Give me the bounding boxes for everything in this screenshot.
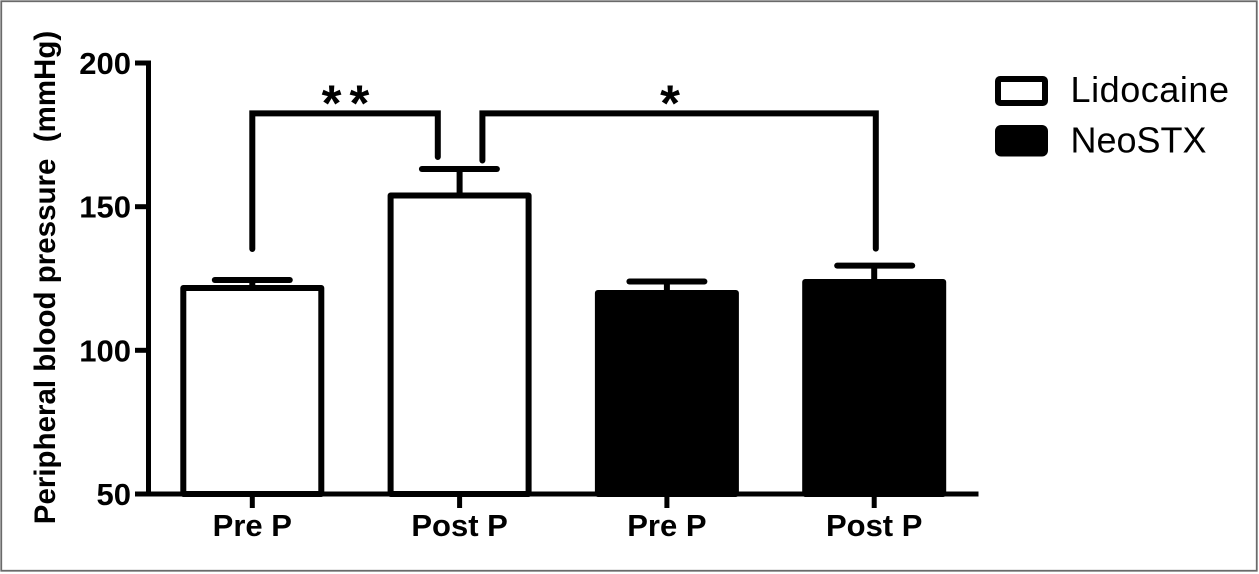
svg-text:50: 50	[97, 477, 131, 512]
svg-text:200: 200	[79, 46, 131, 81]
svg-text:**: **	[322, 74, 378, 131]
svg-text:Post P: Post P	[411, 508, 507, 543]
svg-text:Lidocaine: Lidocaine	[1071, 69, 1230, 110]
svg-text:150: 150	[79, 190, 131, 225]
svg-text:Peripheral blood pressure (mm: Peripheral blood pressure (mmHg)	[29, 31, 62, 524]
svg-text:100: 100	[79, 333, 131, 368]
svg-text:NeoSTX: NeoSTX	[1071, 120, 1207, 161]
svg-text:Pre P: Pre P	[627, 508, 706, 543]
svg-text:Post P: Post P	[826, 508, 922, 543]
svg-text:Pre P: Pre P	[213, 508, 292, 543]
svg-text:*: *	[660, 74, 680, 131]
